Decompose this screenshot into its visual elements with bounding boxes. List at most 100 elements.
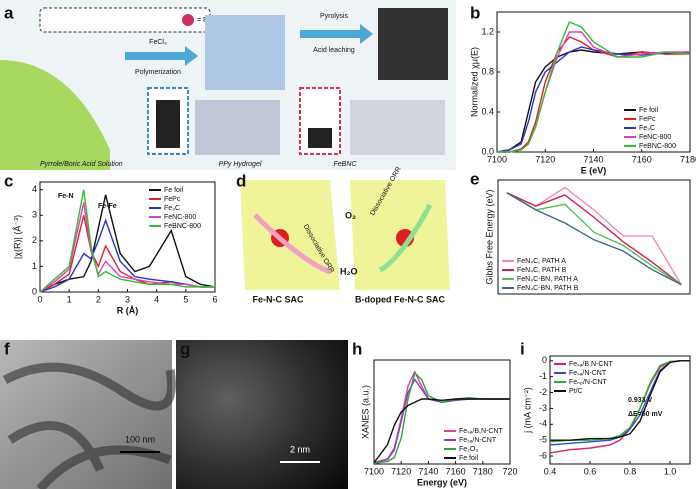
h2o-label: H₂O bbox=[340, 266, 358, 276]
legend-label: Feₛₐ/N-CNT bbox=[459, 437, 497, 444]
series-line bbox=[497, 21, 691, 153]
x-tick-label: 6 bbox=[212, 294, 217, 304]
legend-label: FePc bbox=[164, 196, 181, 203]
legend-label: Feₛₐ/N-CNT bbox=[569, 370, 607, 377]
x-axis-label: R (Å) bbox=[117, 305, 139, 315]
hydrogel-structure bbox=[195, 100, 280, 155]
hydrogel-label: PPy Hydrogel bbox=[219, 161, 262, 168]
solution-label: Pyrrole/Boric Acid Solution bbox=[40, 161, 123, 168]
right-label: B-doped Fe-N-C SAC bbox=[355, 294, 445, 304]
x-tick-label: 1 bbox=[67, 294, 72, 304]
y-tick-label: 0 bbox=[542, 355, 547, 365]
series-line bbox=[506, 192, 682, 286]
series-line bbox=[373, 398, 510, 464]
x-tick-label: 7120 bbox=[535, 154, 555, 164]
panel-label: f bbox=[4, 339, 10, 358]
legend-label: FeN₄C-BN, PATH B bbox=[517, 285, 579, 292]
legend-label: Fe foil bbox=[639, 107, 659, 114]
arrow bbox=[125, 46, 198, 66]
y-tick-label: 2 bbox=[32, 235, 37, 245]
mechanism-diagram: O₂ H₂O Dissociative ORR Dissociative ORR… bbox=[230, 166, 455, 312]
x-tick-label: 7140 bbox=[583, 154, 603, 164]
x-tick-label: 0.8 bbox=[624, 466, 637, 476]
x-tick-label: 1.0 bbox=[664, 466, 677, 476]
plot-frame bbox=[497, 179, 691, 295]
plot-frame bbox=[549, 355, 691, 465]
y-tick-label: 4 bbox=[32, 184, 37, 194]
series-line bbox=[506, 192, 682, 286]
panel-label: e bbox=[470, 169, 479, 188]
fe-atom bbox=[182, 14, 194, 26]
x-tick-label: 0.6 bbox=[584, 466, 597, 476]
y-tick-label: -2 bbox=[539, 387, 547, 397]
panel-label: b bbox=[470, 3, 480, 22]
legend-label: FeBNC-800 bbox=[639, 143, 676, 150]
legend-label: Pt/C bbox=[569, 388, 583, 395]
x-axis-label: E (eV) bbox=[581, 165, 607, 175]
x-tick-label: 5 bbox=[183, 294, 188, 304]
y-tick-label: -5 bbox=[539, 435, 547, 445]
legend-label: FeN₄C-BN, PATH A bbox=[517, 276, 578, 283]
x-tick-label: 7100 bbox=[487, 154, 507, 164]
legend-label: FeN₄C, PATH B bbox=[517, 267, 567, 274]
tem-image bbox=[0, 340, 172, 489]
y-tick-label: -4 bbox=[539, 419, 547, 429]
lattice-left bbox=[240, 180, 340, 290]
left-label: Fe-N-C SAC bbox=[253, 294, 304, 304]
schematic: = Fe FeCl₃ Polymerization Pyrolysis Acid… bbox=[0, 0, 456, 170]
y-tick-label: 0.0 bbox=[481, 146, 494, 156]
plot-frame bbox=[373, 359, 511, 465]
legend-label: FeBNC-800 bbox=[164, 223, 201, 230]
scale-label: 2 nm bbox=[290, 444, 310, 454]
series-line bbox=[39, 218, 215, 293]
series-line bbox=[39, 194, 216, 293]
y-tick-label: 1 bbox=[32, 261, 37, 271]
nanotubes bbox=[2, 362, 176, 489]
x-tick-label: 2 bbox=[96, 294, 101, 304]
annotation: 0.933 V bbox=[628, 397, 652, 404]
annotation: Fe-N bbox=[58, 193, 74, 200]
legend-label: Fe foil bbox=[164, 187, 184, 194]
step-label: Polymerization bbox=[135, 69, 181, 76]
step-label: FeCl₃ bbox=[149, 39, 167, 46]
panel-label: c bbox=[4, 171, 13, 190]
annotation: Fe-Fe bbox=[98, 203, 117, 210]
legend-label: FeNC-800 bbox=[639, 134, 671, 141]
legend-label: Fe₂O₃ bbox=[459, 446, 478, 453]
y-axis-label: Normalized χμ(E) bbox=[469, 47, 479, 117]
x-tick-label: 4 bbox=[154, 294, 159, 304]
graphene-lattice bbox=[350, 100, 445, 155]
legend-label: Feₛₐ/B,N-CNT bbox=[569, 361, 613, 368]
vial-content bbox=[308, 128, 332, 148]
legend-label: FeN₄C, PATH A bbox=[517, 258, 566, 265]
x-tick-label: 7140 bbox=[418, 466, 438, 476]
hydrogel bbox=[205, 15, 285, 90]
step-label: Pyrolysis bbox=[320, 13, 349, 20]
x-tick-label: 0 bbox=[37, 294, 42, 304]
y-axis-label: |χ(R)| (Å⁻³) bbox=[12, 215, 22, 259]
panel-label: h bbox=[352, 339, 362, 358]
series-line bbox=[550, 360, 690, 441]
x-axis-label: Energy (eV) bbox=[417, 477, 467, 487]
fe-legend: = Fe bbox=[197, 17, 211, 24]
y-axis-label: Gibbs Free Energy (eV) bbox=[484, 189, 494, 284]
step-label: Acid leaching bbox=[313, 47, 355, 54]
x-tick-label: 7160 bbox=[446, 466, 466, 476]
x-tick-label: 7160 bbox=[632, 154, 652, 164]
panel-label: a bbox=[4, 3, 14, 22]
y-tick-label: 1.2 bbox=[481, 26, 494, 36]
legend-label: Fe₃C bbox=[639, 125, 655, 132]
carbon bbox=[378, 8, 448, 80]
y-tick-label: 0 bbox=[32, 286, 37, 296]
legend-label: Feₛₐ/B,N-CNT bbox=[459, 428, 503, 435]
x-tick-label: 7180 bbox=[473, 466, 493, 476]
o2-label: O₂ bbox=[345, 210, 356, 220]
x-tick-label: 0.4 bbox=[544, 466, 557, 476]
y-tick-label: -3 bbox=[539, 403, 547, 413]
annotation: ΔE=60 mV bbox=[628, 411, 663, 418]
solution-blob bbox=[0, 60, 110, 170]
product-label: FeBNC bbox=[334, 161, 358, 168]
series-line bbox=[39, 202, 215, 293]
y-tick-label: -1 bbox=[539, 371, 547, 381]
